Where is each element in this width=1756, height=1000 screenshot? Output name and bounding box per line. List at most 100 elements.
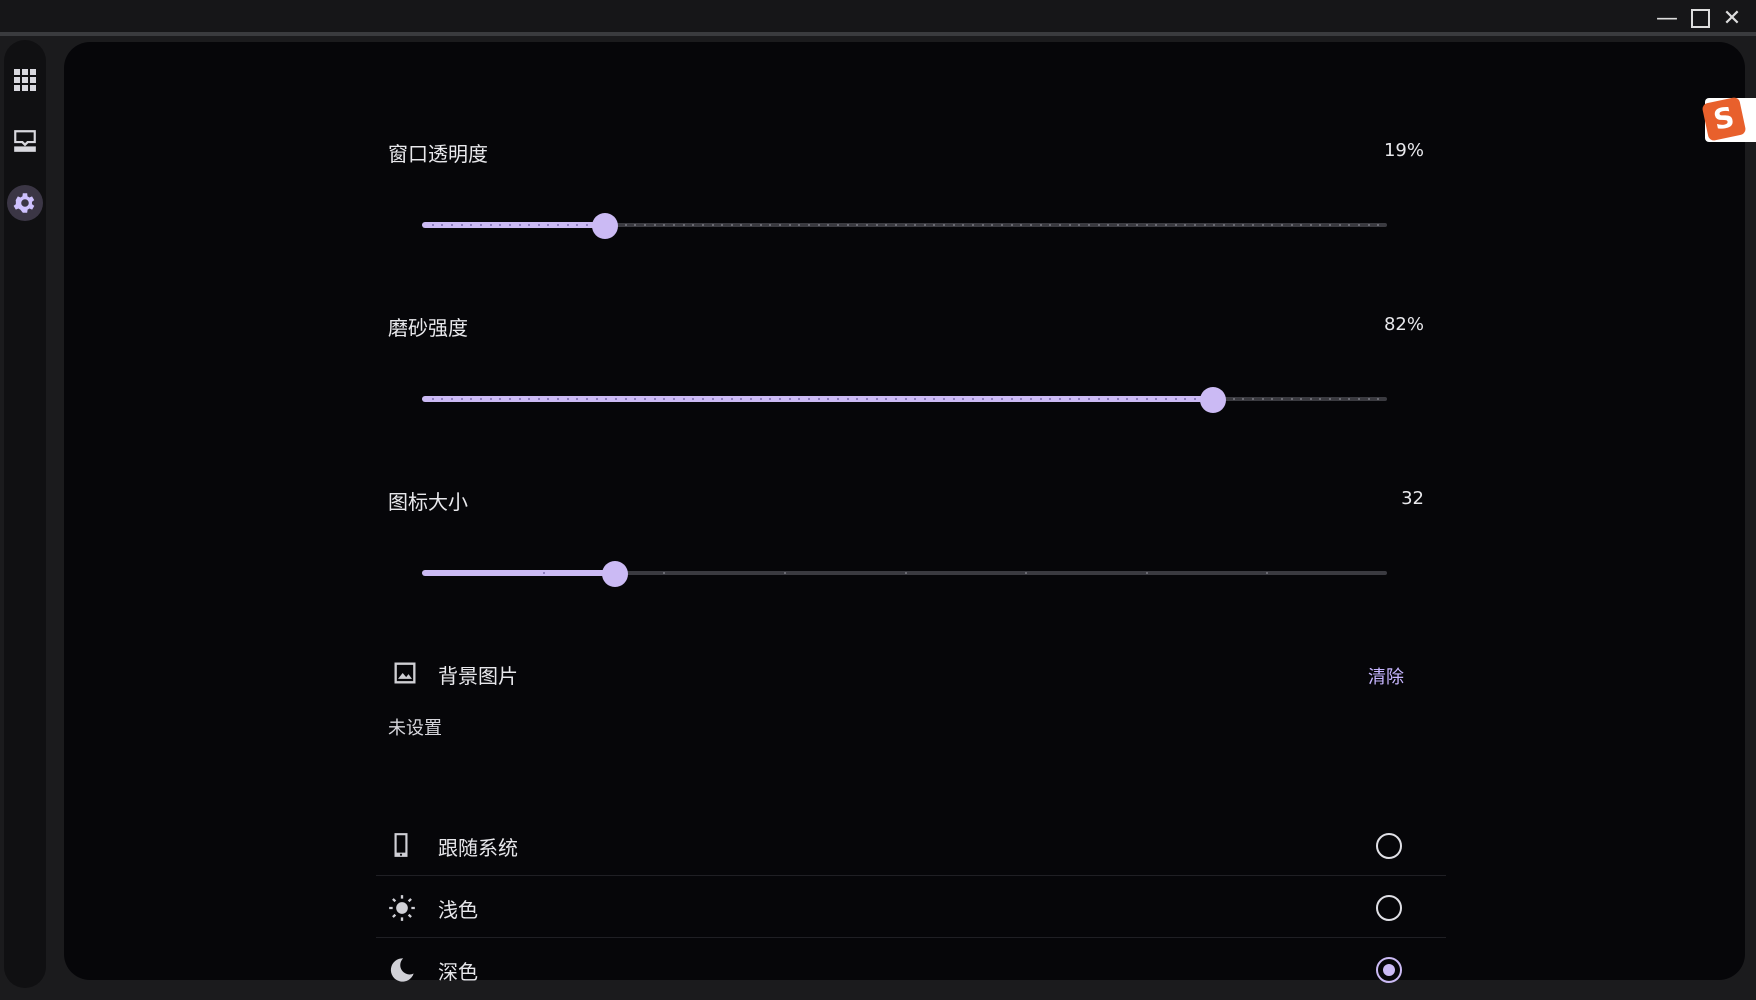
slider-tick [547, 398, 550, 400]
slider-tick [1329, 224, 1332, 226]
slider-tick [817, 224, 820, 226]
phone-icon [388, 832, 414, 858]
theme-option-system[interactable]: 跟随系统 [376, 814, 1446, 876]
slider-tick [769, 398, 772, 400]
slider-tick [1136, 398, 1139, 400]
slider-thumb[interactable] [592, 213, 619, 239]
slider-tick [1126, 224, 1129, 226]
slider-tick [923, 224, 926, 226]
slider-tick [1010, 398, 1013, 400]
slider-tick [1290, 224, 1293, 226]
slider-tick [634, 224, 637, 226]
slider-tick [624, 398, 627, 400]
slider-tick [1280, 224, 1283, 226]
theme-radio-dark[interactable] [1376, 957, 1402, 983]
slider-tick [479, 224, 482, 226]
slider-tick [479, 398, 482, 400]
slider-tick [904, 398, 907, 400]
slider-tick [783, 572, 786, 574]
clear-background-button[interactable]: 清除 [1368, 667, 1404, 688]
slider-tick [1025, 572, 1028, 574]
slider-thumb[interactable] [1200, 387, 1227, 413]
slider-tick [894, 224, 897, 226]
slider-tick [1068, 224, 1071, 226]
slider-tick [991, 398, 994, 400]
slider-tick [1194, 224, 1196, 226]
icon-size-slider[interactable] [422, 561, 1387, 587]
nav-rail [4, 40, 46, 988]
title-bar: — ✕ [0, 0, 1756, 36]
slider-tick [489, 398, 492, 400]
slider-tick [450, 398, 453, 400]
slider-tick [1251, 224, 1254, 226]
slider-tick [1348, 224, 1351, 226]
slider-tick [1338, 398, 1341, 400]
slider-tick [1300, 224, 1303, 226]
slider-tick [1058, 224, 1061, 226]
slider-tick [904, 224, 907, 226]
slider-tick [943, 224, 946, 226]
close-icon[interactable]: ✕ [1722, 6, 1742, 31]
slider-tick [663, 398, 666, 400]
slider-tick [1174, 224, 1177, 226]
slider-tick [1174, 398, 1177, 400]
sogou-ime-logo[interactable]: S [1701, 96, 1756, 142]
frost-strength-slider[interactable] [422, 387, 1387, 413]
slider-tick [1145, 572, 1148, 574]
apps-grid-icon[interactable] [7, 62, 43, 98]
slider-tick [643, 398, 646, 400]
slider-tick [721, 398, 724, 400]
slider-tick [441, 224, 444, 226]
inbox-icon[interactable] [7, 123, 43, 159]
window-opacity-label: 窗口透明度 [388, 142, 488, 166]
minimize-icon[interactable]: — [1656, 6, 1678, 31]
slider-tick [431, 398, 434, 400]
theme-option-dark[interactable]: 深色 [376, 938, 1446, 1000]
slider-tick [1290, 398, 1293, 400]
slider-tick [914, 224, 917, 226]
slider-tick [1116, 224, 1119, 226]
theme-radio-system[interactable] [1376, 833, 1402, 859]
slider-tick [788, 398, 791, 400]
slider-tick [537, 398, 540, 400]
frost-strength-label: 磨砂强度 [388, 316, 468, 340]
maximize-icon[interactable] [1687, 6, 1713, 32]
theme-option-light[interactable]: 浅色 [376, 876, 1446, 938]
slider-tick [460, 224, 463, 226]
slider-tick [952, 224, 955, 226]
slider-tick [566, 224, 569, 226]
slider-tick [1029, 398, 1032, 400]
slider-tick [518, 224, 521, 226]
slider-tick [885, 398, 888, 400]
slider-tick [1049, 224, 1052, 226]
slider-tick [875, 398, 878, 400]
slider-tick [605, 398, 608, 400]
slider-tick [1145, 224, 1148, 226]
slider-fill [422, 222, 606, 228]
slider-tick [489, 224, 492, 226]
slider-tick [701, 398, 704, 400]
slider-tick [450, 224, 453, 226]
theme-radio-light[interactable] [1376, 895, 1402, 921]
slider-tick [1280, 398, 1283, 400]
slider-tick [904, 572, 907, 574]
slider-tick [740, 224, 743, 226]
slider-tick [962, 398, 965, 400]
slider-tick [759, 224, 762, 226]
slider-tick [846, 398, 849, 400]
slider-tick [962, 224, 965, 226]
gear-icon[interactable] [7, 185, 43, 221]
slider-tick [711, 224, 714, 226]
slider-tick [827, 224, 830, 226]
slider-tick [1126, 398, 1129, 400]
slider-tick [1377, 398, 1380, 400]
frost-strength-value: 82% [1383, 314, 1424, 335]
icon-size-label: 图标大小 [388, 490, 468, 514]
slider-thumb[interactable] [602, 561, 628, 587]
slider-tick [576, 224, 579, 226]
slider-tick [730, 224, 733, 226]
window-opacity-slider[interactable] [422, 213, 1387, 239]
slider-tick [1087, 224, 1090, 226]
slider-tick [798, 224, 801, 226]
slider-tick [808, 398, 810, 400]
